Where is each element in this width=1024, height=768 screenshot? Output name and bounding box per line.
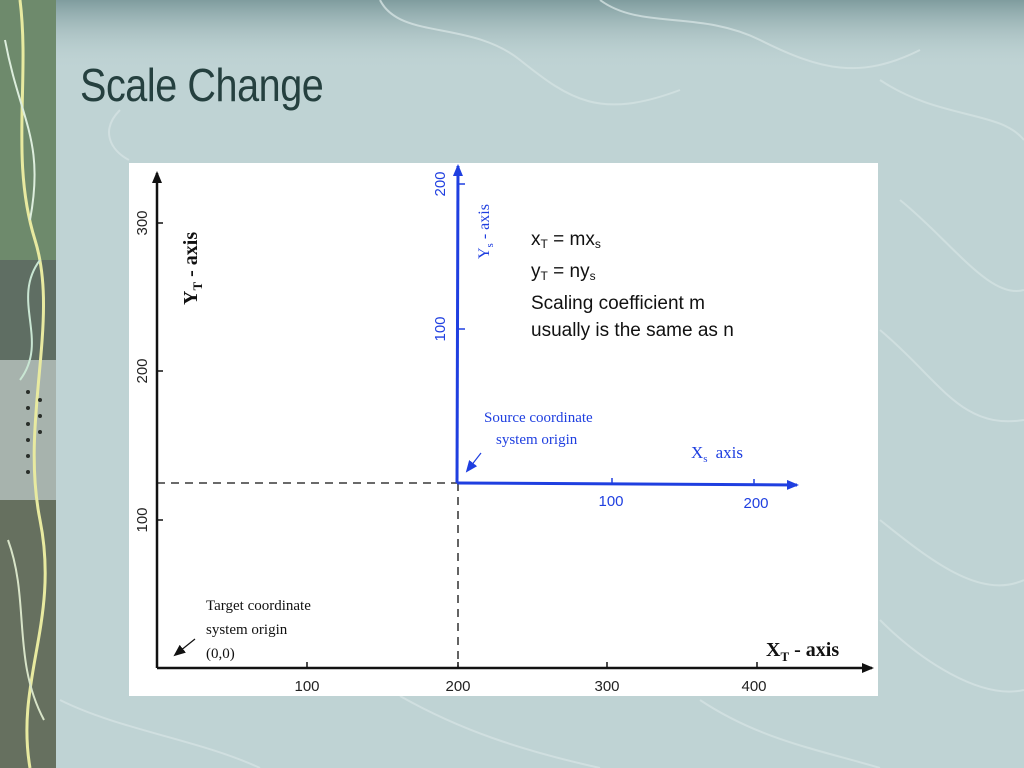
target-y-tick-label: 300	[134, 210, 151, 235]
map-strip-decoration	[0, 0, 56, 768]
equation-x: xT = mxs	[531, 229, 601, 251]
source-y-axis	[452, 164, 463, 484]
contour-lines-decoration	[59, 0, 1024, 768]
target-x-tick-label: 100	[294, 678, 319, 695]
source-origin-pointer-arrow	[465, 452, 482, 473]
target-origin-label-line: (0,0)	[206, 646, 235, 662]
source-origin-label-line: Source coordinate	[484, 410, 593, 426]
scaling-note-line-1: Scaling coefficient m	[531, 293, 705, 314]
coordinate-diagram: 100 200 300 400 100 200 300 YT - axis XT…	[134, 164, 874, 695]
source-x-tick-label: 200	[743, 495, 768, 512]
source-y-axis-label: Ys - axis	[476, 204, 496, 259]
source-y-tick-label: 100	[432, 316, 449, 341]
source-origin-label-line: system origin	[496, 432, 578, 448]
target-origin-label-line: Target coordinate	[206, 598, 311, 614]
target-origin-pointer-arrow	[173, 638, 196, 657]
source-origin-annotation: Source coordinate system origin	[484, 410, 593, 448]
target-x-axis-label: XT - axis	[766, 639, 839, 664]
slide-title: Scale Change	[80, 59, 324, 111]
equation-y: yT = nys	[531, 261, 596, 283]
target-y-tick-label: 200	[134, 358, 151, 383]
target-x-tick-label: 300	[594, 678, 619, 695]
scaling-equations: xT = mxs yT = nys Scaling coefficient m …	[531, 226, 734, 344]
target-y-tick-label: 100	[134, 507, 151, 532]
source-x-axis	[456, 479, 799, 490]
target-x-tick-label: 200	[445, 678, 470, 695]
target-origin-label-line: system origin	[206, 622, 288, 638]
source-x-axis-label: Xs axis	[691, 443, 743, 465]
target-origin-annotation: Target coordinate system origin (0,0)	[206, 598, 311, 662]
target-y-axis-label: YT - axis	[180, 232, 205, 305]
target-x-tick-label: 400	[741, 678, 766, 695]
target-coordinate-system: 100 200 300 400 100 200 300 YT - axis XT…	[134, 171, 874, 695]
source-coordinate-system: 100 200 100 200 Ys - axis Xs axis Source …	[432, 164, 799, 512]
scaling-note-line-2: usually is the same as n	[531, 320, 734, 341]
origin-guide-lines	[157, 482, 459, 668]
scale-change-figure: 100 200 300 400 100 200 300 YT - axis XT…	[129, 163, 878, 696]
source-y-tick-label: 200	[432, 171, 449, 196]
source-x-tick-label: 100	[598, 493, 623, 510]
